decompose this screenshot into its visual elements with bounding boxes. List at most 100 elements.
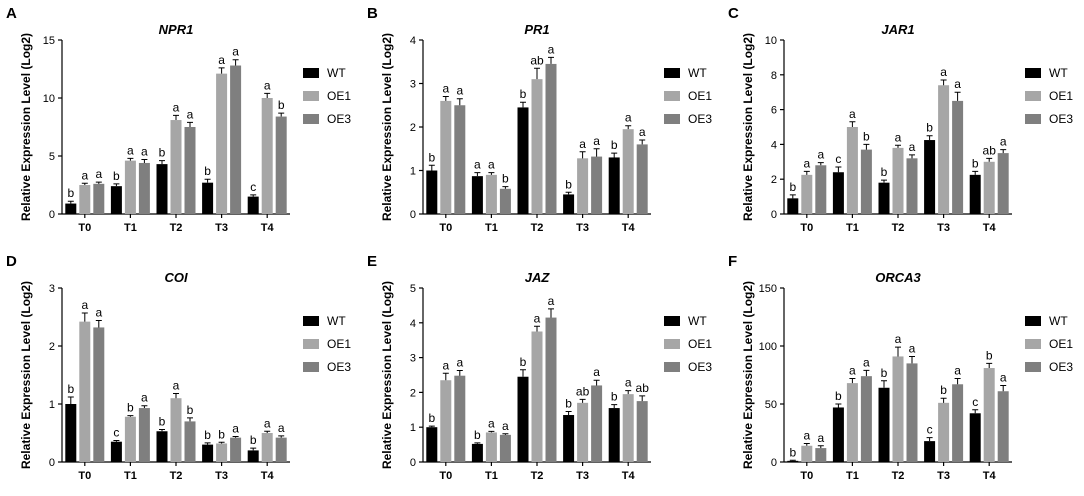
y-tick-label: 5 [410,283,416,295]
legend-label: WT [688,314,707,328]
x-tick-label: T4 [983,470,997,482]
significance-letter: a [502,419,509,433]
legend-label: OE3 [1049,360,1073,374]
error-bar [250,194,257,197]
x-tick-label: T3 [215,470,228,482]
y-tick-label: 3 [49,283,55,295]
significance-letter: a [803,156,810,170]
bar [156,431,168,462]
legend-swatch [664,339,680,349]
y-tick-label: 0 [49,209,55,221]
significance-letter: a [456,84,463,98]
legend-label: OE1 [688,89,712,103]
bar [969,413,981,462]
error-bar [218,441,225,444]
error-bar [67,200,74,204]
error-bar [986,157,993,162]
significance-letter: a [954,363,961,377]
bar [846,383,858,462]
significance-letter: c [835,152,841,166]
significance-letter: b [520,87,527,101]
bar [230,65,242,215]
error-bar [218,67,225,74]
bar [517,107,529,214]
bar [801,445,813,462]
error-bar [863,369,870,377]
error-bar [881,380,887,388]
significance-letter: b [611,390,618,404]
y-tick-label: 1 [49,399,55,411]
error-bar [593,379,600,386]
chart-title: PR1 [524,22,549,37]
bar [517,376,529,462]
x-tick-label: T1 [846,470,859,482]
significance-letter: a [1000,370,1007,384]
panel-label: D [6,253,17,270]
significance-letter: a [940,65,947,79]
bar [156,164,168,214]
legend-label: OE3 [327,112,351,126]
y-tick-label: 0 [49,457,55,469]
bar [787,198,799,214]
significance-letter: a [625,376,632,390]
x-tick-label: T1 [124,222,137,234]
y-tick-label: 10 [765,35,777,47]
legend-swatch [303,68,319,78]
x-tick-label: T0 [439,470,452,482]
bar [230,437,242,462]
significance-letter: a [442,358,449,372]
y-axis-label: Relative Expression Level (Log2) [741,33,755,221]
bar [170,120,182,214]
error-bar [625,390,632,395]
bar [997,391,1009,462]
significance-letter: ab [576,384,590,398]
bar [591,156,603,214]
bar [938,402,950,462]
significance-letter: a [474,158,481,172]
error-bar [565,411,572,416]
error-bar [456,98,463,106]
error-bar [159,429,165,432]
bar [79,185,91,214]
x-tick-label: T0 [800,222,813,234]
significance-letter: b [611,138,618,152]
significance-letter: b [986,348,993,362]
error-bar [127,157,134,161]
significance-letter: b [67,382,74,396]
x-tick-label: T3 [576,470,589,482]
error-bar [817,445,824,449]
error-bar [909,355,915,364]
bar [952,384,964,462]
legend-label: OE1 [1049,89,1073,103]
error-bar [173,393,179,399]
significance-letter: b [926,121,933,135]
error-bar [204,442,211,445]
bar [184,421,196,462]
significance-letter: ab [530,53,544,67]
legend-swatch [664,68,680,78]
bar [577,158,589,214]
y-tick-label: 2 [49,341,55,353]
bar [608,408,620,462]
bar [485,174,497,214]
significance-letter: b [474,428,481,442]
error-bar [639,139,646,145]
error-bar [986,362,993,369]
legend-swatch [303,339,319,349]
error-bar [187,121,193,127]
error-bar [113,440,120,442]
error-bar [534,325,540,332]
significance-letter: a [442,82,449,96]
significance-letter: b [204,164,211,178]
significance-letter: b [67,186,74,200]
significance-letter: ab [983,143,997,157]
error-bar [250,447,257,451]
error-bar [520,369,526,377]
legend-label: OE3 [327,360,351,374]
significance-letter: a [141,144,148,158]
significance-letter: b [881,366,888,380]
y-axis-label: Relative Expression Level (Log2) [741,281,755,469]
error-bar [1000,384,1007,392]
bar [261,433,273,462]
error-bar [565,191,572,195]
